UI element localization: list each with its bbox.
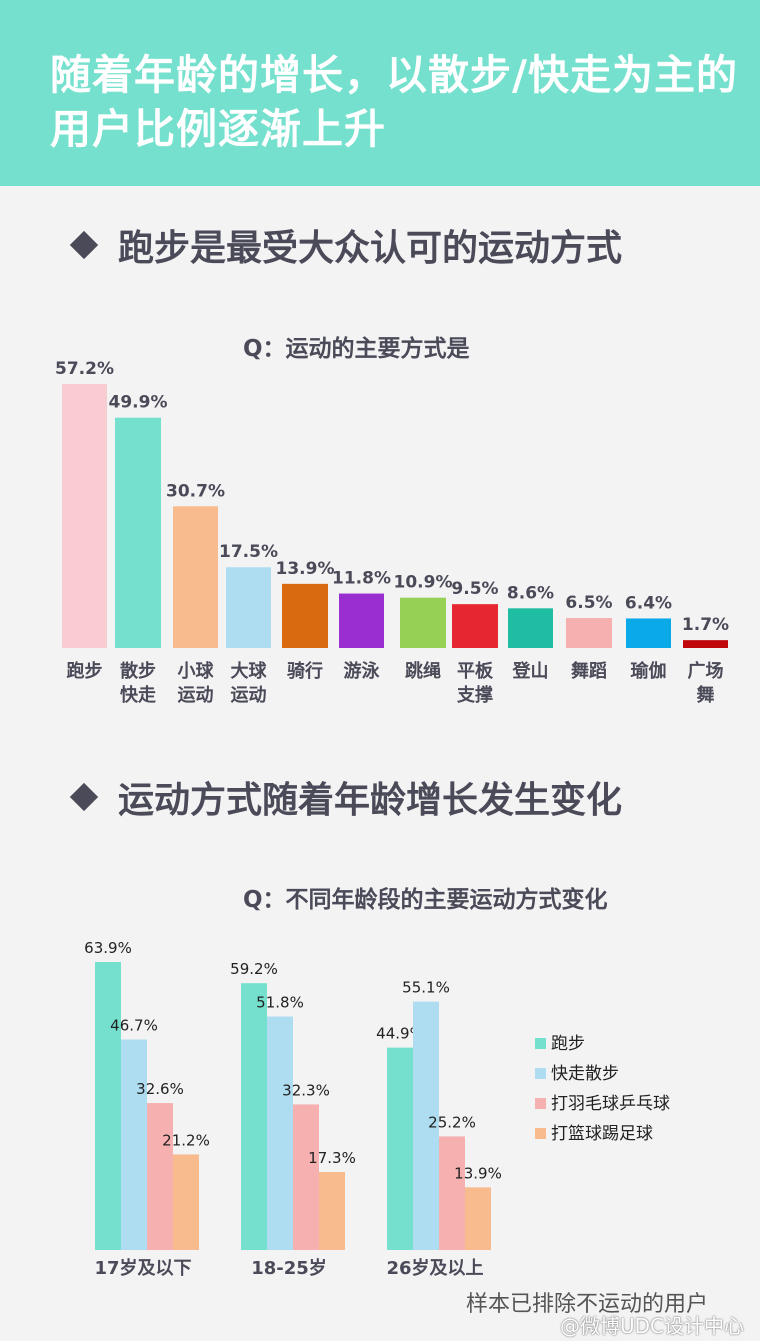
category-label-2-1: 运动	[178, 685, 214, 706]
bar-3	[226, 567, 271, 648]
category-label-8-0: 登山	[512, 660, 549, 682]
category-label-1-1: 快走	[120, 684, 156, 706]
bar-value-label-0: 57.2%	[55, 359, 114, 379]
bar-6	[400, 597, 446, 648]
bar-value-label-4: 13.9%	[276, 559, 335, 579]
legend-label-0: 跑步	[551, 1034, 585, 1054]
bar-g0-s3	[173, 1154, 199, 1250]
bar-value-label-2: 30.7%	[166, 481, 225, 501]
bar-value-label-g2-s3: 13.9%	[454, 1164, 502, 1182]
bar-value-label-g1-s0: 59.2%	[230, 960, 278, 978]
bar-g1-s2	[293, 1104, 319, 1250]
legend-label-2: 打羽毛球乒乓球	[551, 1094, 670, 1114]
bar-value-label-g0-s0: 63.9%	[84, 939, 132, 957]
category-label-6-0: 跳绳	[405, 660, 441, 682]
bar-g1-s0	[241, 983, 267, 1250]
bar-value-label-11: 1.7%	[682, 615, 729, 635]
category-label-9-0: 舞蹈	[571, 660, 607, 682]
bar-8	[508, 608, 553, 648]
bar-g2-s0	[387, 1047, 413, 1250]
bar-11	[683, 640, 728, 648]
bar-value-label-g2-s2: 25.2%	[428, 1113, 476, 1131]
bar-2	[173, 506, 218, 648]
bar-g0-s2	[147, 1103, 173, 1250]
bar-value-label-9: 6.5%	[565, 593, 612, 613]
section-heading-2: 运动方式随着年龄增长发生变化	[69, 772, 623, 822]
chart2-question: Q：不同年龄段的主要运动方式变化	[243, 887, 608, 913]
bar-value-label-8: 8.6%	[507, 583, 554, 603]
category-label-11-1: 舞	[697, 684, 715, 706]
legend-swatch-1	[535, 1068, 546, 1079]
legend-swatch-0	[535, 1038, 546, 1049]
category-label-2: 26岁及以上	[386, 1257, 483, 1279]
legend-label-3: 打篮球踢足球	[551, 1124, 653, 1144]
bar-value-label-g0-s3: 21.2%	[162, 1131, 210, 1149]
bar-10	[626, 618, 671, 648]
category-label-10-0: 瑜伽	[631, 660, 667, 682]
bar-g2-s1	[413, 1001, 439, 1250]
bar-g1-s3	[319, 1172, 345, 1250]
section-heading-1-text: 跑步是最受大众认可的运动方式	[118, 228, 623, 269]
category-label-11-0: 广场	[688, 660, 724, 682]
footnote: 样本已排除不运动的用户	[466, 1292, 709, 1317]
category-label-1-0: 散步	[120, 660, 156, 682]
diamond-bullet-icon	[69, 782, 99, 812]
section-heading-1: 跑步是最受大众认可的运动方式	[69, 220, 623, 270]
bar-7	[452, 604, 498, 648]
category-label-7-1: 支撑	[456, 684, 493, 706]
section-heading-2-text: 运动方式随着年龄增长发生变化	[118, 780, 623, 821]
chart-sport-types: 57.2%跑步49.9%散步快走30.7%小球运动17.5%大球运动13.9%骑…	[55, 359, 729, 706]
bar-value-label-3: 17.5%	[219, 542, 278, 562]
bar-value-label-1: 49.9%	[109, 393, 168, 413]
bar-g0-s0	[95, 962, 121, 1250]
bar-4	[282, 583, 328, 648]
diamond-bullet-icon	[69, 230, 99, 260]
bar-value-label-6: 10.9%	[394, 573, 453, 593]
category-label-3-0: 大球	[231, 660, 268, 682]
legend-swatch-2	[535, 1098, 546, 1109]
watermark: @微博UDC设计中心	[560, 1314, 745, 1338]
bar-1	[115, 417, 161, 648]
bar-9	[566, 618, 612, 648]
category-label-4-0: 骑行	[287, 660, 323, 682]
bar-value-label-5: 11.8%	[332, 569, 391, 589]
bar-value-label-g1-s2: 32.3%	[282, 1081, 330, 1099]
banner-title: 随着年龄的增长，以散步/快走为主的用户比例逐渐上升	[50, 51, 738, 153]
bar-5	[339, 593, 384, 648]
header-banner: 随着年龄的增长，以散步/快走为主的用户比例逐渐上升	[0, 0, 760, 186]
bar-value-label-7: 9.5%	[451, 579, 498, 599]
bar-g2-s2	[439, 1136, 465, 1250]
category-label-1: 18-25岁	[251, 1257, 327, 1279]
category-label-7-0: 平板	[457, 660, 494, 682]
bar-value-label-10: 6.4%	[625, 593, 672, 613]
legend-swatch-3	[535, 1128, 546, 1139]
bar-g2-s3	[465, 1187, 491, 1250]
bar-value-label-g0-s2: 32.6%	[136, 1080, 184, 1098]
category-label-5-0: 游泳	[344, 660, 381, 682]
category-label-0-0: 跑步	[67, 660, 103, 682]
category-label-3-1: 运动	[231, 685, 267, 706]
bar-value-label-g0-s1: 46.7%	[110, 1017, 158, 1035]
bar-value-label-g2-s0: 44.9%	[376, 1025, 424, 1043]
chart1-question: Q：运动的主要方式是	[243, 336, 470, 362]
chart-age-groups: 63.9% 46.7% 32.6% 21.2% 17岁及以下 59.2% 51.8% 32.3…	[84, 939, 670, 1279]
bar-value-label-g2-s1: 55.1%	[402, 979, 450, 997]
bar-value-label-g1-s1: 51.8%	[256, 994, 304, 1012]
bar-g1-s1	[267, 1016, 293, 1250]
bar-0	[62, 384, 107, 648]
category-label-2-0: 小球	[178, 661, 215, 682]
legend-label-1: 快走散步	[551, 1064, 619, 1084]
bar-value-label-g1-s3: 17.3%	[308, 1149, 356, 1167]
bar-g0-s1	[121, 1039, 147, 1250]
category-label-0: 17岁及以下	[94, 1257, 191, 1279]
